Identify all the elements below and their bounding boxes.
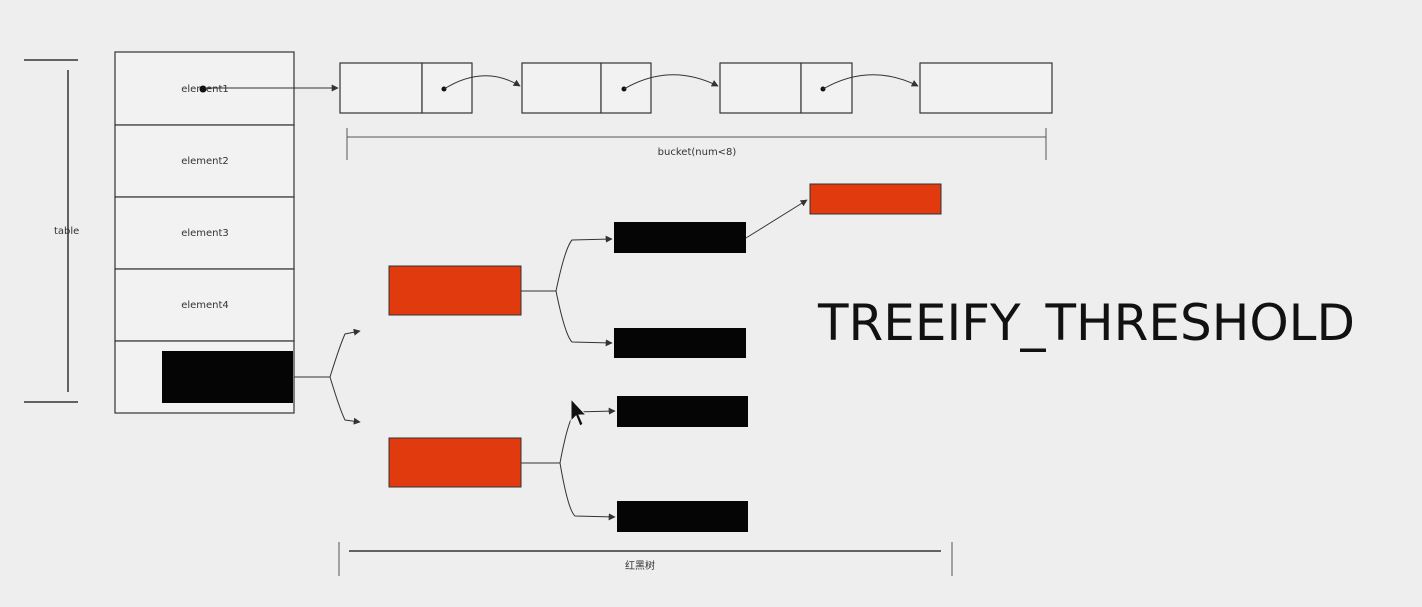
black-node-lower-1: [617, 396, 748, 427]
table-bracket: table: [24, 59, 79, 403]
bucket-node-2-data: [521, 62, 602, 114]
bucket-label: bucket(num<8): [658, 147, 737, 158]
table: element1 element2 element3 element4: [114, 51, 295, 414]
black-node-lower-2: [617, 501, 748, 532]
table-label: table: [54, 226, 79, 237]
table-cell-label-4: element4: [181, 300, 229, 311]
bucket-arrow-1: [443, 75, 521, 90]
root-branch: [294, 328, 361, 425]
table-cell-4: [114, 268, 295, 342]
table-cell-3: [114, 196, 295, 270]
table-cell-label-2: element2: [181, 156, 229, 167]
bucket-arrow-3: [822, 74, 919, 90]
bucket-arrow-2: [623, 74, 719, 90]
black-node-upper-2: [614, 328, 746, 358]
bucket-node-3-next: [800, 62, 853, 114]
bucket-node-3-data: [719, 62, 802, 114]
tree-label: 红黑树: [625, 559, 655, 572]
mouse-cursor-icon: [570, 397, 588, 427]
lower-subtree: [388, 396, 748, 532]
treeify-threshold-label: TREEIFY_THRESHOLD: [818, 294, 1356, 352]
upper-subtree: [388, 183, 942, 358]
bucket-node-1-data: [339, 62, 423, 114]
tree-bracket: 红黑树: [338, 542, 953, 576]
bucket-bracket: bucket(num<8): [346, 128, 1047, 160]
element1-pointer-dot: [199, 85, 207, 93]
table-cell-label-3: element3: [181, 228, 229, 239]
red-node-leaf: [809, 183, 942, 215]
bucket-node-4: [919, 62, 1053, 114]
tree-root-node: [162, 351, 293, 403]
black-node-upper-1: [614, 222, 746, 253]
table-cell-2: [114, 124, 295, 198]
red-node-lower: [388, 437, 522, 488]
red-node-upper: [388, 265, 522, 316]
bucket-linked-list: [339, 62, 1053, 114]
bucket-node-1-next: [421, 62, 473, 114]
